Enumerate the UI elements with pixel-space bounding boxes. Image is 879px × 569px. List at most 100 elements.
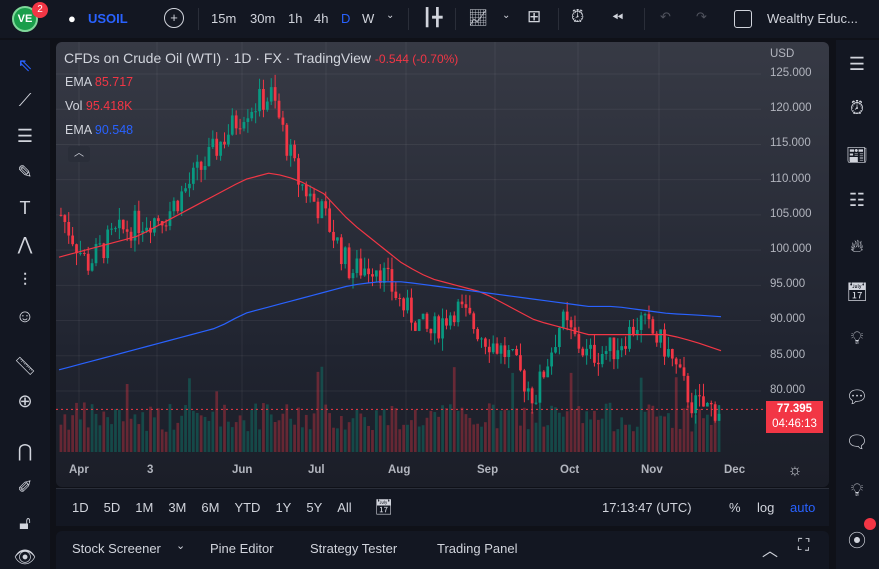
redo-icon[interactable]: ↷ — [696, 9, 707, 24]
chat-icon[interactable]: 🗨︎ — [845, 432, 869, 452]
ideas-bulb-icon[interactable]: 💡︎ — [850, 328, 864, 348]
indicators-icon[interactable]: 📈︎ — [468, 10, 489, 27]
volume-bar — [277, 420, 281, 452]
interval-d[interactable]: D — [341, 11, 351, 26]
indicator-ema-blue[interactable]: EMA 90.548 — [65, 123, 133, 137]
volume-bar — [550, 405, 553, 452]
volume-bar — [304, 414, 308, 452]
price-change: -0.544 (-0.70%) — [374, 52, 459, 66]
prediction-icon[interactable]: ⫶ — [22, 270, 28, 290]
maximize-icon[interactable]: ⛶ — [798, 537, 810, 554]
range-6m[interactable]: 6M — [201, 500, 220, 515]
candle-body — [390, 269, 394, 292]
volume-bar — [678, 428, 682, 452]
collapse-legend-button[interactable]: ︿ — [68, 146, 90, 162]
chevron-down-icon[interactable]: ⌄ — [502, 10, 511, 21]
price-chart[interactable] — [56, 42, 829, 487]
range-5d[interactable]: 5D — [103, 500, 121, 515]
date-range-icon[interactable]: 📅︎ — [374, 499, 394, 516]
tab-trading-panel[interactable]: Trading Panel — [437, 541, 518, 556]
range-all[interactable]: All — [337, 500, 352, 515]
candle-body — [250, 111, 254, 119]
volume-bar — [499, 410, 503, 452]
range-ytd[interactable]: YTD — [234, 500, 261, 515]
volume-bar — [429, 410, 433, 452]
candle-body — [285, 124, 289, 156]
range-1m[interactable]: 1M — [135, 500, 154, 515]
interval-1h[interactable]: 1h — [288, 11, 303, 26]
candle-body — [328, 208, 332, 232]
chats-icon[interactable]: 💬︎ — [845, 387, 869, 407]
watchlist-icon[interactable]: ☰ — [848, 54, 866, 74]
candle-body — [277, 100, 281, 118]
fib-icon[interactable]: ☰ — [16, 126, 34, 146]
add-symbol-icon[interactable]: + — [164, 8, 184, 28]
range-3m[interactable]: 3M — [168, 500, 187, 515]
indicator-ema-red[interactable]: EMA 85.717 — [65, 75, 133, 89]
volume-bar — [538, 409, 542, 452]
alarm-clock-icon[interactable]: ⏰︎ — [849, 98, 865, 118]
cursor-icon[interactable]: ⇖ — [17, 55, 33, 75]
indicator-volume[interactable]: Vol 95.418K — [65, 99, 132, 113]
play-stream-icon[interactable]: ⦿ — [848, 531, 866, 551]
volume-bar — [616, 429, 620, 452]
chevron-up-icon[interactable]: ︿ — [762, 543, 779, 560]
auto-toggle[interactable]: auto — [790, 500, 816, 515]
range-1y[interactable]: 1Y — [275, 500, 292, 515]
candle-body — [133, 210, 137, 241]
layout-name[interactable]: Wealthy Educ... — [767, 11, 858, 26]
candle-body — [324, 201, 328, 209]
range-5y[interactable]: 5Y — [306, 500, 323, 515]
candles-icon[interactable]: ┃╋ — [422, 8, 443, 27]
candle-body — [663, 329, 666, 357]
layout-checkbox-icon[interactable] — [734, 10, 752, 28]
zoom-in-icon[interactable]: ⊕ — [17, 391, 33, 411]
ruler-icon[interactable]: 📏︎ — [13, 356, 37, 376]
volume-bar — [624, 424, 627, 452]
news-icon[interactable]: 📰︎ — [845, 145, 869, 165]
hotlist-fire-icon[interactable]: 🔥︎ — [850, 236, 864, 256]
symbol-search[interactable]: USOIL — [88, 11, 128, 26]
pattern-icon[interactable]: ⋀ — [17, 234, 33, 254]
undo-icon[interactable]: ↶ — [660, 9, 671, 24]
calendar-icon[interactable]: 📅︎ — [845, 282, 869, 302]
widget-bar: ☰ ⏰︎ 📰︎ ☷ 🔥︎ 📅︎ 💡︎ 💬︎ 🗨︎ 💡︎ ⦿ — [836, 40, 879, 569]
volume-bar — [145, 430, 148, 452]
interval-30m[interactable]: 30m — [250, 11, 276, 26]
tab-strategy-tester[interactable]: Strategy Tester — [310, 541, 398, 556]
volume-bar — [655, 416, 659, 452]
interval-15m[interactable]: 15m — [211, 11, 237, 26]
layout-grid-icon[interactable]: ⊞ — [527, 7, 542, 26]
currency-selector[interactable]: USD — [770, 48, 795, 60]
streams-icon[interactable]: 💡︎ — [850, 480, 864, 500]
utc-clock[interactable]: 17:13:47 (UTC) — [602, 500, 692, 515]
eye-icon[interactable]: 👁︎ — [13, 547, 37, 567]
emoji-icon[interactable]: ☺ — [15, 306, 35, 326]
interval-w[interactable]: W — [362, 11, 375, 26]
volume-bar — [398, 429, 402, 452]
brush-icon[interactable]: ✎ — [17, 162, 33, 182]
chevron-down-icon[interactable]: ⌄ — [386, 10, 395, 21]
volume-bar — [82, 402, 86, 452]
candle-body — [227, 134, 230, 145]
interval-4h[interactable]: 4h — [314, 11, 329, 26]
add-list-icon[interactable]: ☷ — [848, 190, 866, 210]
text-icon[interactable]: T — [19, 198, 31, 218]
log-toggle[interactable]: log — [757, 500, 775, 515]
volume-bar — [713, 416, 717, 452]
chart-pane[interactable]: CFDs on Crude Oil (WTI) · 1D · FX · Trad… — [56, 42, 829, 487]
range-1d[interactable]: 1D — [72, 500, 89, 515]
lock-drawing-icon[interactable]: ✐ — [17, 477, 33, 497]
sun-theme-icon[interactable]: ☼ — [787, 462, 803, 479]
trend-line-icon[interactable]: ⟋ — [18, 90, 32, 110]
chevron-down-icon[interactable]: ⌄ — [176, 540, 186, 552]
replay-icon[interactable]: ⏪︎ — [612, 9, 624, 25]
candle-body — [558, 327, 561, 348]
magnet-icon[interactable]: ⋂ — [17, 441, 33, 461]
lock-icon[interactable]: 🔓︎ — [19, 513, 31, 533]
percent-toggle[interactable]: % — [729, 500, 741, 515]
tab-pine-editor[interactable]: Pine Editor — [210, 541, 274, 556]
tab-stock-screener[interactable]: Stock Screener — [72, 541, 161, 556]
volume-bar — [593, 410, 596, 452]
alert-icon[interactable]: ⏰︎ — [571, 7, 585, 26]
